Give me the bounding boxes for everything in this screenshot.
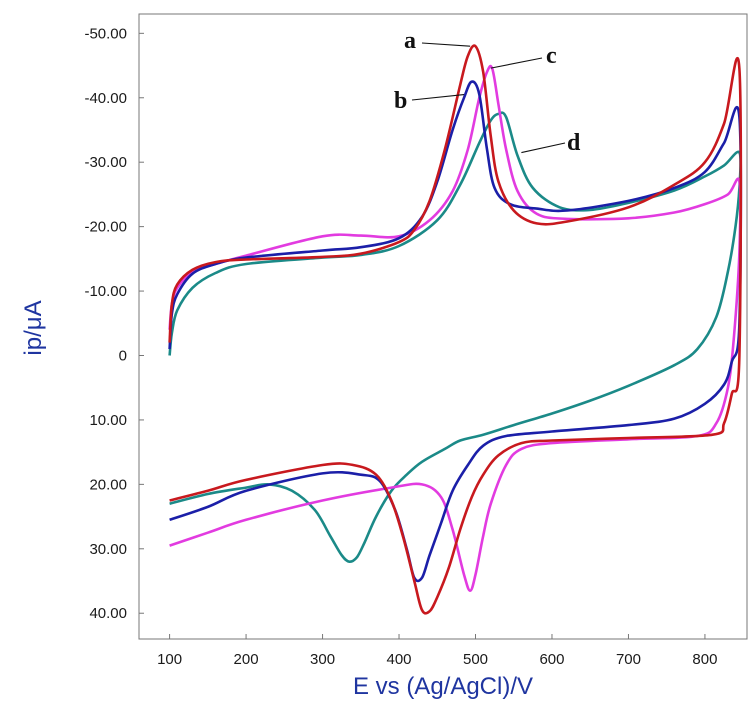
y-tick-label: 20.00 xyxy=(89,476,127,493)
x-axis-ticks: 100 200 300 400 500 600 700 800 xyxy=(157,634,717,668)
y-tick-label: -30.00 xyxy=(84,154,127,171)
curve-annotations: a b c d xyxy=(394,28,581,156)
annotation-leader-c xyxy=(490,57,543,69)
x-tick-label: 500 xyxy=(463,651,488,668)
y-tick-label: -20.00 xyxy=(84,219,127,236)
annotation-leader-b xyxy=(411,93,465,101)
annotation-leader-a xyxy=(421,42,471,47)
y-axis-title: ip/μA xyxy=(20,300,47,355)
x-tick-label: 400 xyxy=(387,651,412,668)
annotation-label-c: c xyxy=(546,43,557,69)
voltammogram-curve-c xyxy=(168,64,742,592)
x-tick-label: 200 xyxy=(234,651,259,668)
x-tick-label: 600 xyxy=(539,651,564,668)
x-tick-label: 100 xyxy=(157,651,182,668)
y-tick-label: 10.00 xyxy=(89,412,127,429)
y-axis-ticks: -50.00 -40.00 -30.00 -20.00 -10.00 0 10.00 20.0… xyxy=(84,25,144,622)
voltammogram-curve-d xyxy=(168,111,742,564)
plot-frame xyxy=(138,13,748,640)
y-tick-label: 0 xyxy=(119,347,127,364)
y-tick-label: -40.00 xyxy=(84,90,127,107)
y-tick-label: 40.00 xyxy=(89,605,127,622)
y-tick-label: -10.00 xyxy=(84,283,127,300)
y-tick-label: -50.00 xyxy=(84,25,127,42)
annotation-label-a: a xyxy=(404,28,416,54)
x-tick-label: 800 xyxy=(692,651,717,668)
x-tick-label: 300 xyxy=(310,651,335,668)
annotation-label-d: d xyxy=(567,130,581,156)
voltammogram-curves xyxy=(168,44,743,615)
annotation-leader-d xyxy=(521,142,566,154)
voltammogram-curve-a xyxy=(168,44,743,615)
y-tick-label: 30.00 xyxy=(89,541,127,558)
annotation-label-b: b xyxy=(394,88,407,114)
x-axis-title: E vs (Ag/AgCl)/V xyxy=(353,673,533,700)
x-tick-label: 700 xyxy=(616,651,641,668)
